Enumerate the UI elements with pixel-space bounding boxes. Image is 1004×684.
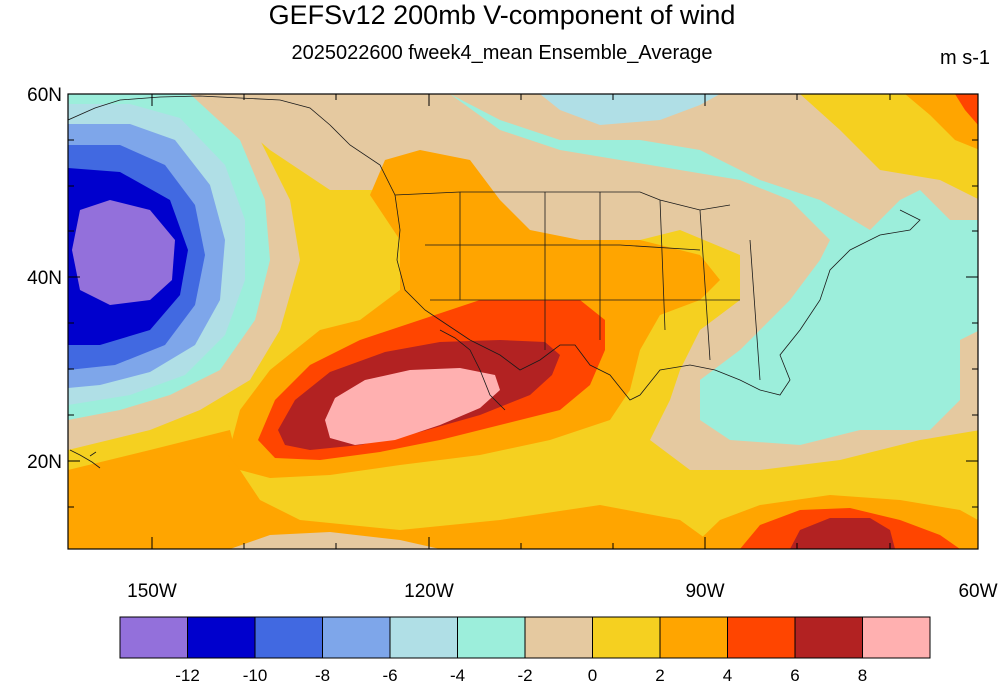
colorbar-label: 6 xyxy=(790,666,799,684)
lon-label: 60W xyxy=(958,581,997,602)
colorbar-swatch xyxy=(254,616,323,659)
colorbar-swatch xyxy=(524,616,593,659)
contour-band-c-above-8 xyxy=(325,368,500,445)
contour-band-neg4-neg2 xyxy=(450,94,978,445)
contour-band-s-2-4 xyxy=(68,430,720,549)
colorbar-label: -12 xyxy=(175,666,200,684)
colorbar-swatch xyxy=(862,616,931,659)
plot-frame xyxy=(67,93,979,550)
lon-label: 90W xyxy=(685,581,724,602)
contour-band-neg6-neg4-north xyxy=(540,94,720,125)
contour-band-w-below-neg12 xyxy=(72,200,175,305)
colorbar-swatch xyxy=(187,616,256,659)
lon-label: 120W xyxy=(404,581,454,602)
colorbar-swatch xyxy=(457,616,526,659)
coastlines xyxy=(68,95,921,469)
colorbar-label: 8 xyxy=(858,666,867,684)
lon-label: 150W xyxy=(127,581,177,602)
colorbar-label: -10 xyxy=(243,666,268,684)
colorbar-swatch xyxy=(119,616,188,659)
colorbar-label: 0 xyxy=(588,666,597,684)
colorbar-swatch xyxy=(794,616,863,659)
colorbar-swatch xyxy=(389,616,458,659)
colorbar-label: 4 xyxy=(723,666,732,684)
contour-band-sw-neg2-0 xyxy=(230,532,440,549)
colorbar-swatch xyxy=(727,616,796,659)
contour-band-ne-4-6 xyxy=(955,94,978,125)
colorbar-label: -2 xyxy=(517,666,532,684)
axis-ticks xyxy=(68,93,979,549)
colorbar-swatch xyxy=(322,616,391,659)
colorbar-label: -6 xyxy=(382,666,397,684)
lat-label: 60N xyxy=(27,85,62,106)
colorbar-swatch xyxy=(592,616,661,659)
colorbar-swatch xyxy=(659,616,728,659)
colorbar-label: -4 xyxy=(450,666,465,684)
colorbar-label: -8 xyxy=(315,666,330,684)
units-label: m s-1 xyxy=(940,47,990,69)
colorbar: -12 -10 -8 -6 -4 -2 0 2 4 6 8 xyxy=(119,616,931,684)
colorbar-label: 2 xyxy=(655,666,664,684)
map-title: GEFSv12 200mb V-component of wind xyxy=(268,0,736,30)
contour-field xyxy=(68,94,978,549)
contour-band-ne-2-4 xyxy=(905,94,978,150)
lat-label: 20N xyxy=(27,452,62,473)
contour-band-se-6-8 xyxy=(790,518,895,549)
contour-band-ne-pos xyxy=(800,94,978,199)
lat-label: 40N xyxy=(27,268,62,289)
map-subtitle: 2025022600 fweek4_mean Ensemble_Average xyxy=(291,42,713,64)
